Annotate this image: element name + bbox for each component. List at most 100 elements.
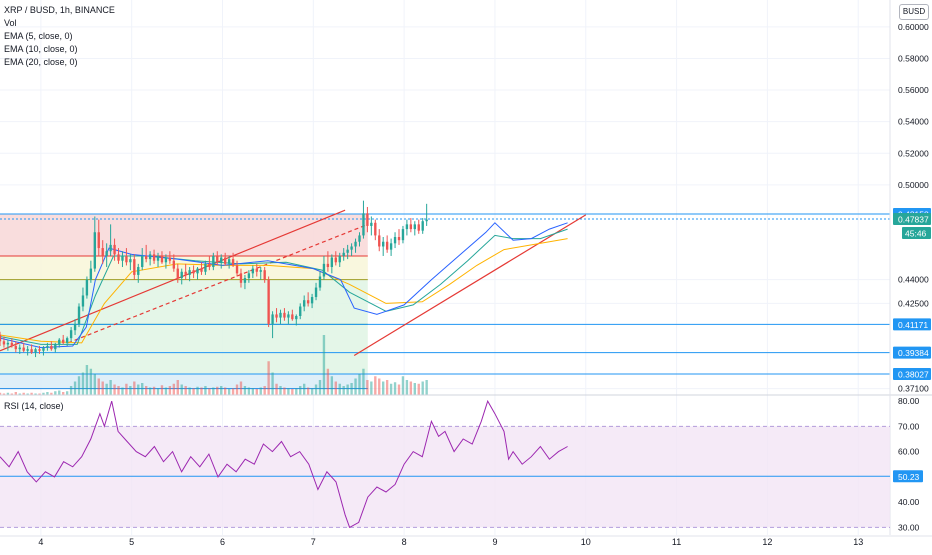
candle-body[interactable]	[2, 341, 6, 345]
candle-body[interactable]	[34, 349, 37, 353]
candle-body[interactable]	[6, 342, 10, 345]
trendline[interactable]	[353, 214, 587, 357]
candle-body[interactable]	[267, 279, 270, 324]
candle-body[interactable]	[180, 271, 183, 279]
candle-body[interactable]	[65, 338, 69, 343]
candle-body[interactable]	[275, 314, 278, 318]
candle-body[interactable]	[125, 255, 128, 263]
candle-body[interactable]	[42, 347, 45, 351]
candle-body[interactable]	[378, 235, 381, 247]
candle-body[interactable]	[77, 306, 81, 324]
candle-body[interactable]	[295, 316, 298, 320]
candle-body[interactable]	[176, 268, 179, 279]
candle-body[interactable]	[38, 349, 41, 351]
candle-body[interactable]	[227, 259, 231, 264]
candle-body[interactable]	[141, 255, 144, 268]
candle-body[interactable]	[413, 224, 416, 230]
candle-body[interactable]	[109, 244, 112, 252]
candle-body[interactable]	[160, 255, 164, 263]
candle-body[interactable]	[401, 229, 405, 241]
candle-body[interactable]	[85, 279, 89, 296]
candle-body[interactable]	[318, 276, 322, 288]
candle-body[interactable]	[89, 268, 93, 280]
candle-body[interactable]	[58, 339, 61, 345]
candle-body[interactable]	[204, 263, 207, 272]
trendline[interactable]	[0, 209, 346, 352]
candle-body[interactable]	[235, 265, 239, 274]
candle-body[interactable]	[338, 255, 341, 263]
candle-body[interactable]	[148, 254, 152, 260]
candle-body[interactable]	[184, 271, 187, 275]
candle-body[interactable]	[354, 241, 357, 247]
candle-body[interactable]	[310, 297, 314, 304]
candle-body[interactable]	[196, 268, 199, 274]
candle-body[interactable]	[306, 300, 310, 304]
candle-body[interactable]	[192, 270, 195, 274]
candle-body[interactable]	[271, 314, 274, 324]
candle-body[interactable]	[385, 241, 389, 250]
candle-body[interactable]	[117, 254, 120, 261]
candle-body[interactable]	[220, 257, 223, 263]
candle-body[interactable]	[397, 237, 401, 241]
candle-body[interactable]	[251, 268, 255, 274]
candle-body[interactable]	[101, 248, 104, 256]
candle-body[interactable]	[405, 224, 409, 230]
candle-body[interactable]	[105, 251, 108, 256]
candle-body[interactable]	[259, 270, 262, 272]
candle-body[interactable]	[200, 268, 203, 272]
candle-body[interactable]	[121, 255, 124, 261]
candle-body[interactable]	[334, 257, 337, 263]
candle-body[interactable]	[330, 257, 334, 268]
candle-body[interactable]	[350, 246, 353, 250]
candle-body[interactable]	[287, 314, 290, 318]
candle-body[interactable]	[358, 235, 361, 242]
candle-body[interactable]	[188, 270, 191, 275]
currency-button[interactable]: BUSD	[899, 4, 929, 20]
candle-body[interactable]	[133, 259, 136, 275]
candle-body[interactable]	[54, 344, 57, 350]
candle-body[interactable]	[97, 232, 100, 249]
candle-body[interactable]	[93, 232, 96, 269]
candle-body[interactable]	[81, 295, 85, 307]
candle-body[interactable]	[303, 300, 306, 307]
candle-body[interactable]	[172, 260, 176, 269]
candle-body[interactable]	[73, 323, 77, 331]
candle-body[interactable]	[69, 330, 73, 339]
candle-body[interactable]	[231, 259, 235, 266]
candle-body[interactable]	[62, 339, 65, 343]
candle-body[interactable]	[421, 221, 424, 231]
candle-body[interactable]	[425, 219, 428, 222]
candle-body[interactable]	[164, 257, 168, 263]
trendline[interactable]	[67, 223, 369, 344]
candle-body[interactable]	[322, 263, 326, 277]
candle-body[interactable]	[30, 349, 33, 353]
candle-body[interactable]	[113, 244, 116, 255]
candle-body[interactable]	[0, 334, 2, 342]
candle-body[interactable]	[10, 342, 14, 347]
candle-body[interactable]	[389, 243, 393, 250]
candle-body[interactable]	[137, 267, 140, 275]
candle-body[interactable]	[326, 263, 330, 268]
candle-body[interactable]	[212, 255, 215, 268]
candle-body[interactable]	[283, 312, 286, 318]
candle-body[interactable]	[144, 255, 148, 260]
candle-body[interactable]	[314, 287, 318, 298]
candle-body[interactable]	[279, 312, 282, 318]
candle-body[interactable]	[382, 241, 385, 247]
candle-body[interactable]	[243, 278, 247, 283]
candle-body[interactable]	[152, 254, 156, 261]
candle-body[interactable]	[223, 257, 227, 264]
candle-body[interactable]	[417, 224, 420, 231]
candle-body[interactable]	[129, 259, 132, 263]
candle-body[interactable]	[14, 346, 17, 350]
candle-body[interactable]	[263, 270, 266, 280]
candle-body[interactable]	[366, 213, 369, 226]
candle-body[interactable]	[247, 273, 251, 279]
candle-body[interactable]	[291, 314, 294, 320]
candle-body[interactable]	[156, 255, 160, 261]
candle-body[interactable]	[18, 347, 21, 350]
candle-body[interactable]	[26, 349, 29, 351]
candle-body[interactable]	[374, 222, 377, 236]
candle-body[interactable]	[46, 346, 49, 348]
